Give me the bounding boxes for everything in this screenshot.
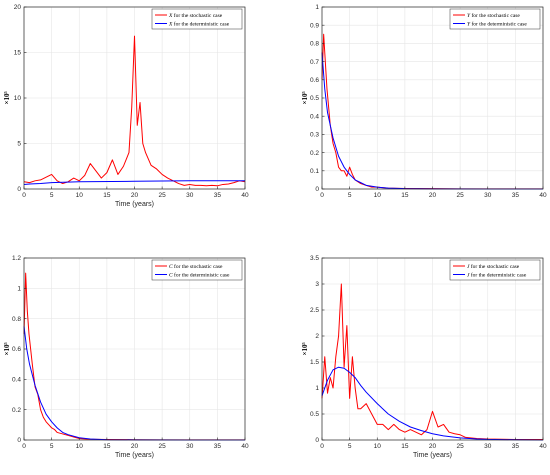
x-tick-label: 10 xyxy=(76,192,84,199)
x-tick-label: 40 xyxy=(241,443,249,450)
x-tick-label: 5 xyxy=(50,192,54,199)
x-tick-label: 25 xyxy=(159,192,167,199)
x-tick-label: 10 xyxy=(374,192,382,199)
x-tick-label: 15 xyxy=(401,443,409,450)
x-tick-label: 20 xyxy=(131,192,139,199)
y-tick-label: 1 xyxy=(315,385,319,392)
x-tick-label: 40 xyxy=(539,443,547,450)
series-line-stochastic xyxy=(23,35,246,187)
y-tick-label: 15 xyxy=(14,50,22,57)
x-tick-label: 10 xyxy=(76,443,84,450)
y-tick-label: 0.6 xyxy=(12,346,21,353)
y-tick-label: 0 xyxy=(17,437,21,444)
x-tick-label: 30 xyxy=(186,443,194,450)
x-tick-label: 0 xyxy=(320,192,324,199)
y-tick-label: 1 xyxy=(315,4,319,11)
y-tick-label: 0.5 xyxy=(310,411,319,418)
y-tick-label: 3 xyxy=(315,281,319,288)
x-tick-label: 15 xyxy=(103,443,111,450)
x-tick-label: 25 xyxy=(457,192,465,199)
chart-panel-4: 0 5 10 15 20 25 30 35 40 0 0.5 1 1.5 2 2.5 3 3.5 Time (ye… xyxy=(301,255,547,459)
y-axis-label: ×10⁵ xyxy=(3,91,11,104)
x-tick-label: 30 xyxy=(484,443,492,450)
y-tick-label: 0.2 xyxy=(12,407,21,414)
x-tick-label: 0 xyxy=(320,443,324,450)
y-axis-label: ×10⁵ xyxy=(3,342,11,355)
y-tick-label: 1.5 xyxy=(310,359,319,366)
x-tick-label: 40 xyxy=(539,192,547,199)
y-tick-label: 0 xyxy=(315,186,319,193)
y-tick-label: 20 xyxy=(14,4,22,11)
legend: J for the stochastic case J for the deter… xyxy=(449,259,541,281)
legend-entry: J for the deterministic case xyxy=(467,272,527,279)
legend-entry: C for the stochastic case xyxy=(169,263,223,270)
series-line-deterministic xyxy=(321,366,544,441)
legend-box xyxy=(151,259,243,281)
y-tick-label: 0.8 xyxy=(310,41,319,48)
legend-entry: X for the stochastic case xyxy=(168,12,223,19)
legend-entry: Y for the deterministic case xyxy=(467,21,527,28)
y-tick-label: 0.6 xyxy=(310,77,319,84)
x-tick-label: 30 xyxy=(186,192,194,199)
chart-panel-3: 0 5 10 15 20 25 30 35 40 0 0.2 0.4 0.6 0.8 1 1.2 Time (y… xyxy=(3,255,249,459)
y-tick-label: 0.5 xyxy=(310,95,319,102)
x-tick-label: 35 xyxy=(512,192,520,199)
x-tick-label: 20 xyxy=(429,443,437,450)
y-tick-label: 0.4 xyxy=(12,377,21,384)
legend-box xyxy=(449,8,541,30)
legend-entry: C for the deterministic case xyxy=(169,272,230,279)
y-tick-label: 3.5 xyxy=(310,255,319,262)
series-line-deterministic xyxy=(23,180,245,185)
y-tick-label: 0.3 xyxy=(310,132,319,139)
y-tick-label: 0.7 xyxy=(310,59,319,66)
x-axis-label: Time (years) xyxy=(115,201,154,208)
x-tick-label: 0 xyxy=(22,443,26,450)
y-tick-label: 5 xyxy=(17,141,21,148)
legend: Y for the stochastic case Y for the deter… xyxy=(449,8,541,30)
legend-box xyxy=(449,259,541,281)
y-tick-label: 0.8 xyxy=(12,316,21,323)
legend-box xyxy=(151,8,243,30)
legend: C for the stochastic case C for the deter… xyxy=(151,259,243,281)
x-tick-label: 5 xyxy=(348,443,352,450)
y-tick-label: 2 xyxy=(315,333,319,340)
y-tick-label: 10 xyxy=(14,95,22,102)
x-tick-label: 35 xyxy=(214,443,222,450)
y-axis-label: ×10⁵ xyxy=(301,91,309,104)
x-axis-label: Time (years) xyxy=(115,452,154,459)
x-tick-label: 5 xyxy=(50,443,54,450)
y-tick-label: 1 xyxy=(17,286,21,293)
x-tick-label: 5 xyxy=(348,192,352,199)
x-tick-label: 15 xyxy=(103,192,111,199)
x-tick-label: 25 xyxy=(457,443,465,450)
series-line-stochastic xyxy=(321,283,543,440)
legend-entry: X for the deterministic case xyxy=(168,21,230,28)
legend-entry: Y for the stochastic case xyxy=(467,12,520,19)
x-tick-label: 35 xyxy=(214,192,222,199)
y-tick-label: 0.1 xyxy=(310,168,319,175)
x-tick-label: 20 xyxy=(131,443,139,450)
y-tick-label: 0 xyxy=(17,186,21,193)
x-axis-label: Time (years) xyxy=(413,452,452,459)
y-tick-label: 0 xyxy=(315,437,319,444)
y-tick-label: 1.2 xyxy=(12,255,21,262)
x-tick-label: 40 xyxy=(241,192,249,199)
x-tick-label: 25 xyxy=(159,443,167,450)
x-tick-label: 30 xyxy=(484,192,492,199)
chart-panel-1: 0 5 10 15 20 25 30 35 40 0 5 10 15 20 Time (years) ×10⁵… xyxy=(3,4,249,208)
x-tick-label: 15 xyxy=(401,192,409,199)
x-tick-label: 0 xyxy=(22,192,26,199)
x-tick-label: 35 xyxy=(512,443,520,450)
chart-panel-2: 0 5 10 15 20 25 30 35 40 0 0.1 0.2 0.3 0.4 0.5 0.6 0.7 0.… xyxy=(301,4,547,199)
x-tick-label: 10 xyxy=(374,443,382,450)
y-tick-label: 0.9 xyxy=(310,22,319,29)
y-axis-label: ×10⁵ xyxy=(301,342,309,355)
legend-entry: J for the stochastic case xyxy=(467,263,520,270)
y-tick-label: 2.5 xyxy=(310,307,319,314)
x-tick-label: 20 xyxy=(429,192,437,199)
legend: X for the stochastic case X for the deter… xyxy=(151,8,243,30)
y-tick-label: 0.2 xyxy=(310,150,319,157)
y-tick-label: 0.4 xyxy=(310,113,319,120)
